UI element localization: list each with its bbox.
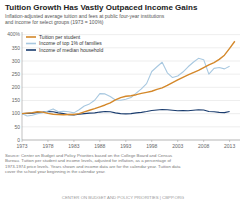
grid-line (22, 87, 240, 88)
series-line (22, 58, 230, 116)
grid-line (22, 140, 240, 141)
subtitle: and income for select groups (1973 = 100… (5, 19, 104, 25)
legend-swatch (26, 49, 36, 51)
y-tick-label: 200 (12, 84, 21, 90)
footer: cover the school year beginning in the c… (5, 169, 106, 174)
lines (22, 41, 235, 116)
x-tick-label: 1973 (16, 143, 27, 149)
legend-label: Tuition per student (39, 34, 81, 40)
title: Tuition Growth Has Vastly Outpaced Incom… (5, 3, 198, 12)
footer: Bureau. Tuition per student and income l… (5, 158, 172, 163)
x-tick-label: 2013 (224, 143, 235, 149)
grid-line (22, 100, 240, 101)
grid-line (22, 60, 240, 61)
legend-label: Income of top 1% of families (39, 40, 102, 46)
series-line (22, 41, 235, 114)
y-tick-label: 250 (12, 71, 21, 77)
footer: 1973-1974 price levels. Years shown and … (5, 164, 181, 169)
x-tick-label: 1988 (94, 143, 105, 149)
x-tick-label: 2003 (172, 143, 183, 149)
legend-swatch (26, 36, 36, 38)
chart: Tuition Growth Has Vastly Outpaced Incom… (0, 0, 246, 204)
grid-line (22, 74, 240, 75)
x-tick-label: 1978 (42, 143, 53, 149)
x-tick-label: 2008 (198, 143, 209, 149)
legend-label: Income of median household (39, 47, 103, 53)
y-tick-label: 350 (12, 45, 21, 51)
x-tick-label: 1983 (68, 143, 79, 149)
legend: Tuition per studentIncome of top 1% of f… (26, 34, 103, 53)
footer: Source: Center on Budget and Policy Prio… (5, 153, 172, 158)
x-axis-line (22, 140, 240, 141)
y-tick-label: 400% (7, 31, 20, 37)
legend-swatch (26, 43, 36, 45)
footer-credit: CENTER ON BUDGET AND POLICY PRIORITIES |… (62, 195, 185, 200)
y-tick-label: 50 (14, 124, 20, 130)
grid (22, 35, 240, 140)
y-tick-label: 300 (12, 58, 21, 64)
y-tick-label: 100 (12, 110, 21, 116)
x-tick-label: 1998 (146, 143, 157, 149)
x-tick-label: 1993 (120, 143, 131, 149)
y-axis-line (22, 32, 23, 140)
grid-line (22, 126, 240, 127)
y-tick-label: 150 (12, 97, 21, 103)
